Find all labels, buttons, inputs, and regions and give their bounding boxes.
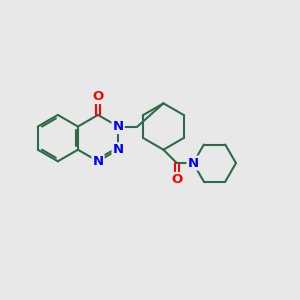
Text: N: N: [92, 155, 104, 168]
Text: N: N: [112, 143, 124, 156]
Text: N: N: [112, 120, 124, 133]
Text: N: N: [188, 157, 199, 169]
Text: O: O: [171, 173, 182, 186]
Text: O: O: [92, 90, 104, 103]
